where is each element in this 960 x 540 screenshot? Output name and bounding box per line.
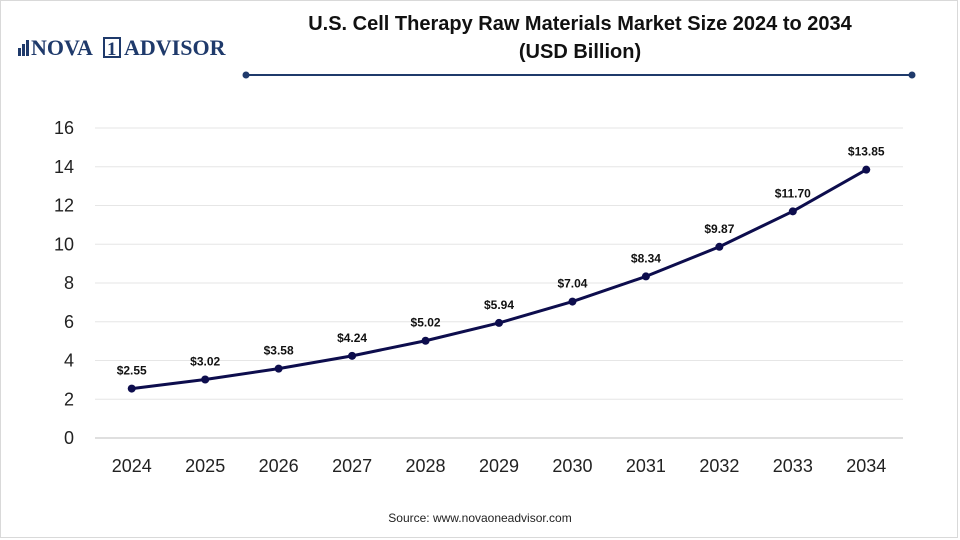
y-axis: 0 2 4 6 8 10 12 14 16 xyxy=(54,118,74,448)
data-point xyxy=(568,297,577,306)
svg-text:ADVISOR: ADVISOR xyxy=(124,35,227,60)
chart-title: U.S. Cell Therapy Raw Materials Market S… xyxy=(250,10,910,66)
data-point xyxy=(421,336,430,345)
data-label: $4.24 xyxy=(337,331,367,345)
logo-graphic: NOVA 1 ADVISOR xyxy=(18,35,227,60)
data-point xyxy=(348,351,357,360)
x-tick-label: 2027 xyxy=(332,456,372,476)
data-label: $9.87 xyxy=(704,222,734,236)
y-tick-label: 14 xyxy=(54,157,74,177)
x-tick-label: 2032 xyxy=(699,456,739,476)
data-label: $5.02 xyxy=(411,316,441,330)
data-labels: $2.55 $3.02 $3.58 $4.24 $5.02 $5.94 $7.04 $8.34… xyxy=(117,145,885,378)
x-tick-label: 2030 xyxy=(552,456,592,476)
data-point xyxy=(127,384,136,393)
data-points xyxy=(127,165,871,393)
data-point xyxy=(715,242,724,251)
data-point xyxy=(641,272,650,281)
y-tick-label: 16 xyxy=(54,118,74,138)
chart-title-line-1: U.S. Cell Therapy Raw Materials Market S… xyxy=(308,13,852,35)
chart-title-line-2: (USD Billion) xyxy=(518,41,642,63)
x-tick-label: 2024 xyxy=(112,456,152,476)
x-tick-label: 2026 xyxy=(259,456,299,476)
y-tick-label: 6 xyxy=(64,312,74,332)
data-label: $5.94 xyxy=(484,298,514,312)
data-label: $7.04 xyxy=(557,277,587,291)
data-label: $13.85 xyxy=(848,145,885,159)
y-tick-label: 2 xyxy=(64,389,74,409)
data-label: $8.34 xyxy=(631,251,661,265)
series-polyline xyxy=(130,168,868,391)
data-point xyxy=(274,364,283,373)
svg-text:NOVA: NOVA xyxy=(31,35,93,60)
y-tick-label: 4 xyxy=(64,351,74,371)
data-point xyxy=(201,375,210,384)
x-tick-label: 2029 xyxy=(479,456,519,476)
title-underline xyxy=(242,71,916,79)
data-point xyxy=(862,165,871,174)
data-label: $2.55 xyxy=(117,364,147,378)
y-tick-label: 12 xyxy=(54,196,74,216)
x-tick-label: 2028 xyxy=(406,456,446,476)
data-label: $11.70 xyxy=(775,186,811,200)
x-tick-label: 2031 xyxy=(626,456,666,476)
x-tick-label: 2034 xyxy=(846,456,886,476)
data-point xyxy=(495,318,503,327)
x-axis: 2024 2025 2026 2027 2028 2029 2030 2031 2032 2033… xyxy=(95,437,903,476)
data-label: $3.02 xyxy=(190,354,220,368)
x-tick-label: 2025 xyxy=(185,456,225,476)
y-tick-label: 8 xyxy=(64,273,74,293)
brand-logo: NOVA 1 ADVISOR xyxy=(18,34,248,60)
series-line xyxy=(130,168,868,391)
data-label: $3.58 xyxy=(264,344,294,358)
x-tick-label: 2033 xyxy=(773,456,813,476)
y-tick-label: 10 xyxy=(54,234,74,254)
svg-text:1: 1 xyxy=(107,39,117,60)
source-note: Source: www.novaoneadvisor.com xyxy=(388,511,572,525)
y-tick-label: 0 xyxy=(64,428,74,448)
data-point xyxy=(788,207,797,216)
